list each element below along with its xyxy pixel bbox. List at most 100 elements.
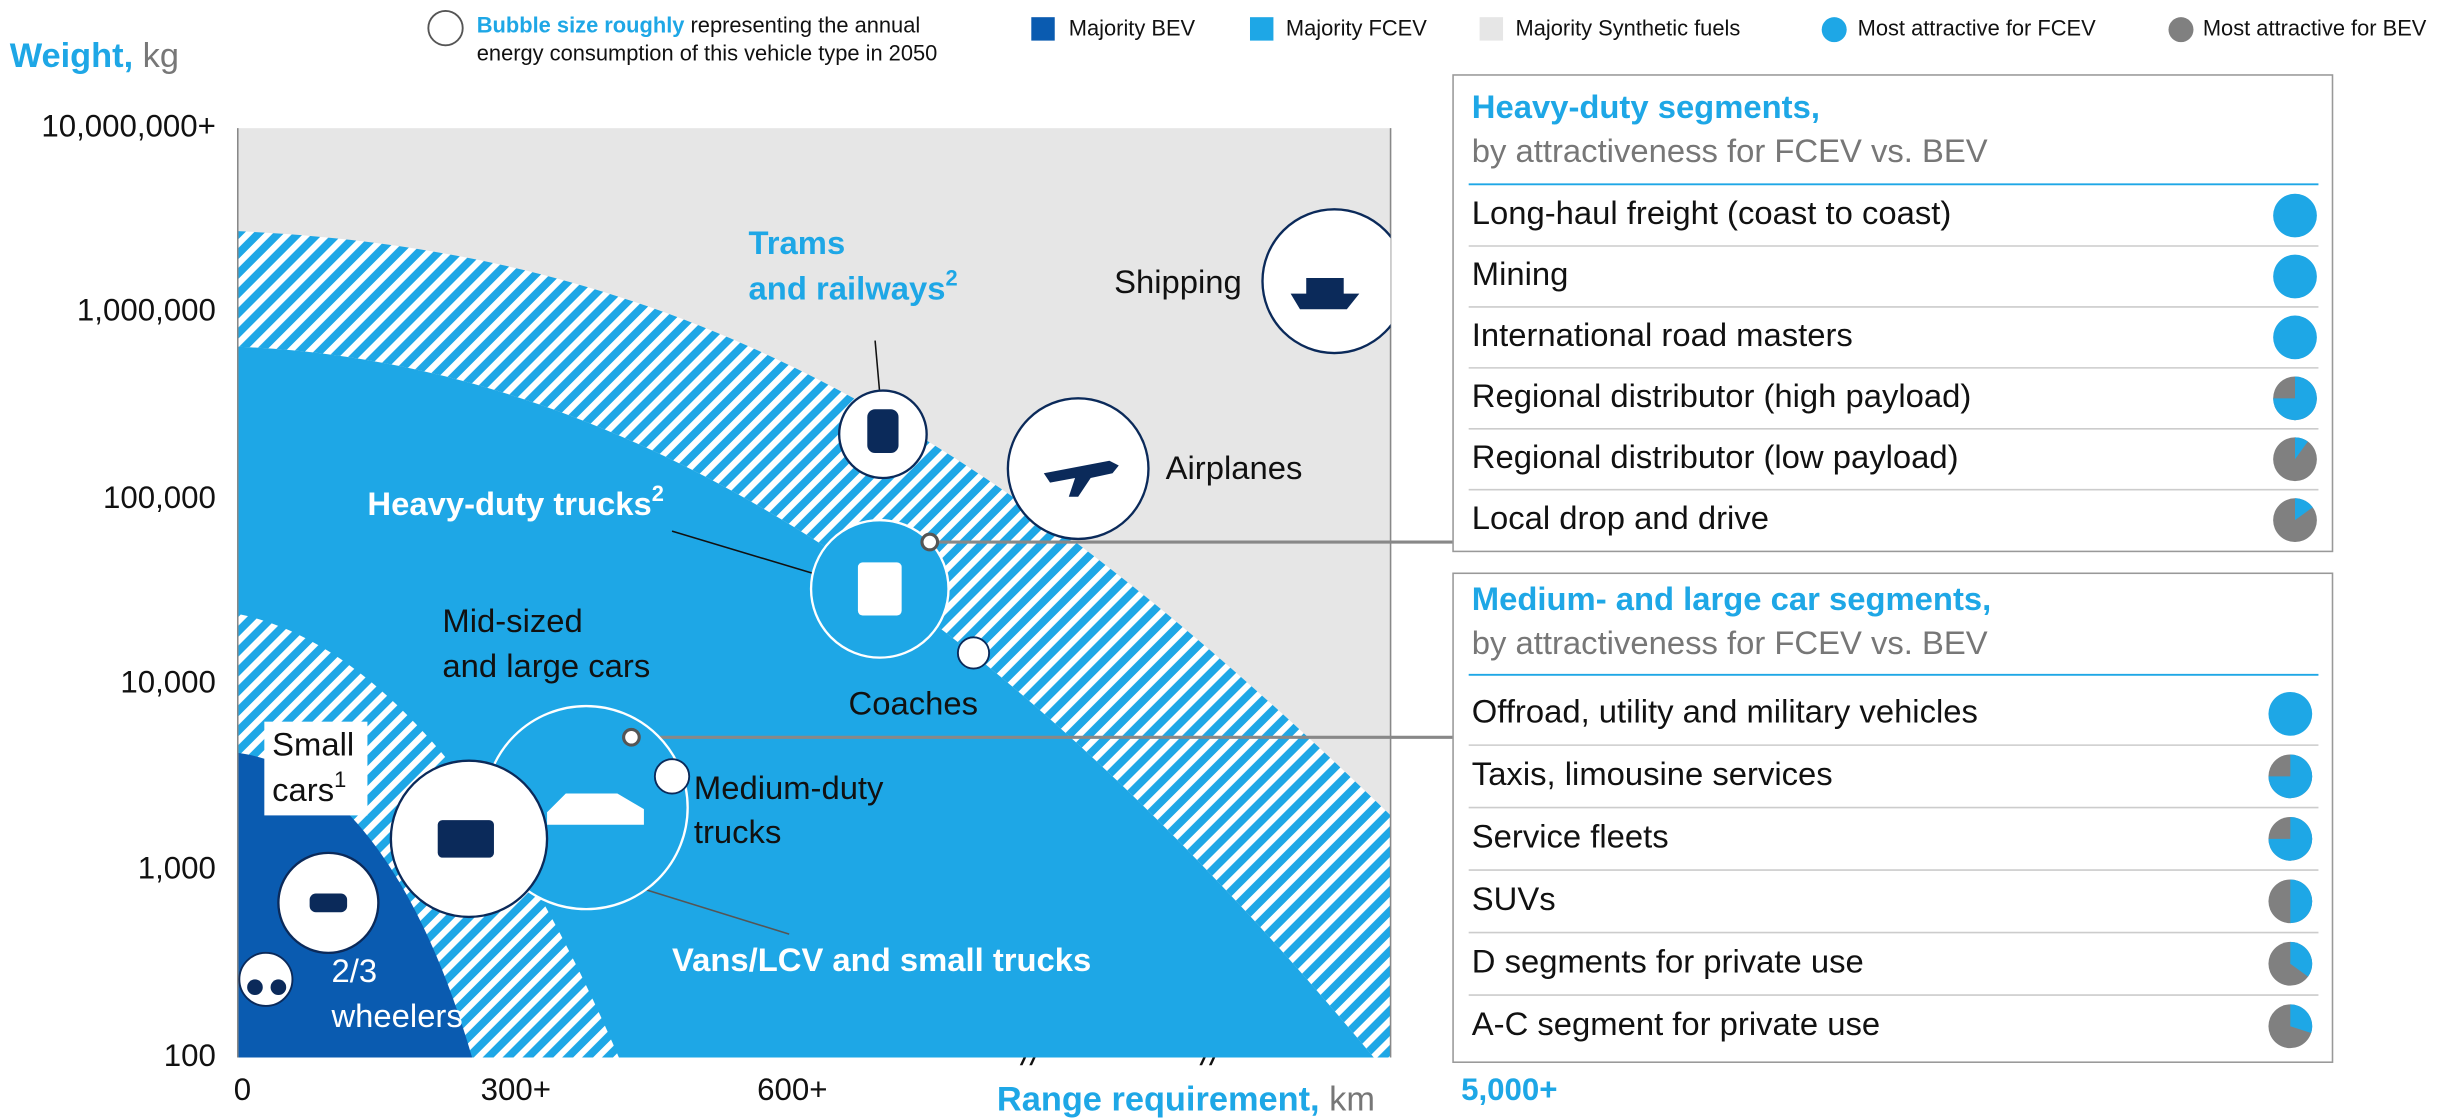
pie-fcev (2273, 193, 2317, 238)
icon-bike (270, 979, 287, 996)
x-tick-label: 300+ (481, 1072, 551, 1107)
panel-title: Heavy-duty segments, (1472, 88, 1820, 125)
leader-line (874, 340, 881, 394)
footnote-mark: 2 (652, 481, 664, 506)
legend-note-highlight: Bubble size roughly (477, 12, 686, 37)
y-tick-label: 1,000,000 (77, 293, 216, 328)
legend-note-line2: energy consumption of this vehicle type … (477, 40, 938, 65)
legend-label: Majority FCEV (1286, 15, 1427, 40)
panel-box (1452, 572, 2334, 1063)
bubble-label-text: and railways (749, 269, 946, 306)
x-axis-title: Range requirement, km (997, 1080, 1375, 1118)
pie-fcev (2290, 941, 2313, 977)
row-label: Regional distributor (low payload) (1472, 438, 1959, 475)
bubble-label-text: cars (272, 771, 334, 808)
bubble-label: Small (272, 725, 354, 762)
bubble-label: and railways2 (749, 265, 958, 306)
pie-fcev (2290, 1004, 2313, 1034)
pie-fcev (2295, 437, 2308, 460)
legend-swatch (1031, 17, 1055, 41)
icon-plane (1043, 460, 1119, 497)
bubble-label: Medium-duty (694, 769, 884, 806)
y-tick-label: 10,000,000+ (41, 108, 216, 143)
legend-label: Majority BEV (1069, 15, 1196, 40)
x-axis-label: Range requirement, (997, 1080, 1320, 1118)
icon-bike (247, 979, 263, 996)
row-label: A-C segment for private use (1472, 1005, 1880, 1042)
bubble-medium-duty (653, 758, 691, 795)
row-label: Long-haul freight (coast to coast) (1472, 194, 1951, 231)
legend-note-rest: representing the annual (691, 12, 921, 37)
y-axis-title: Weight, kg (10, 37, 179, 75)
legend-swatch (1479, 17, 1504, 41)
row-label: SUVs (1472, 880, 1556, 917)
panel-box (1452, 74, 2334, 553)
bubble-label: wheelers (330, 997, 462, 1034)
legend-label: Most attractive for BEV (2203, 15, 2427, 40)
icon-car (547, 793, 644, 825)
pie-fcev (2268, 754, 2313, 799)
icon-tram (867, 409, 899, 453)
bubble-label: Shipping (1114, 263, 1242, 300)
legend-bubble (427, 9, 464, 47)
x-tick-label: 5,000+ (1461, 1072, 1557, 1107)
bubble-label: cars1 (272, 767, 346, 808)
row-label: Mining (1472, 255, 1569, 292)
connector-dot (920, 532, 940, 552)
row-label: Taxis, limousine services (1472, 755, 1833, 792)
legend-label: Most attractive for FCEV (1858, 15, 2097, 40)
panel-subtitle: by attractiveness for FCEV vs. BEV (1472, 132, 1988, 169)
row-label: D segments for private use (1472, 942, 1864, 979)
panel-subtitle: by attractiveness for FCEV vs. BEV (1472, 624, 1988, 661)
row-label: International road masters (1472, 316, 1853, 353)
pie-fcev (2290, 879, 2313, 924)
pie-fcev (2273, 254, 2317, 299)
x-axis-unit: km (1329, 1080, 1375, 1118)
y-tick-label: 100 (164, 1038, 216, 1073)
legend-swatch (1249, 17, 1274, 41)
x-tick-label: 600+ (757, 1072, 827, 1107)
label-background (264, 721, 368, 816)
x-tick-label: 0 (234, 1072, 251, 1107)
icon-ship (1290, 278, 1360, 310)
y-tick-label: 10,000 (120, 664, 216, 699)
bubble-label: Trams (749, 224, 846, 261)
footnote-mark: 2 (945, 265, 957, 290)
icon-small-car (309, 893, 348, 913)
panels: Heavy-duty segments, by attractiveness fo… (1452, 74, 2334, 1063)
pie-fcev (2268, 816, 2313, 861)
bubble-wheelers (238, 951, 294, 1007)
bubble-label: 2/3 (331, 952, 377, 989)
pie-fcev (2273, 376, 2317, 421)
leader-line (671, 530, 813, 575)
bubble-label-text: Heavy-duty trucks (367, 485, 651, 522)
y-tick-label: 100,000 (103, 480, 216, 515)
legend-note: Bubble size roughly representing the ann… (477, 12, 920, 37)
bubble-label: and large cars (442, 647, 650, 684)
region-transition (237, 231, 1391, 1058)
y-axis-unit: kg (143, 37, 179, 75)
bubble-label: Coaches (849, 685, 978, 722)
legend: Bubble size roughly representing the ann… (427, 9, 2427, 65)
bubbles (1261, 208, 1391, 355)
row-label: Service fleets (1472, 818, 1669, 855)
pie-fcev (2268, 691, 2313, 736)
bubble-label: Heavy-duty trucks2 (367, 481, 664, 522)
bubble-label: Airplanes (1166, 449, 1303, 486)
row-label: Local drop and drive (1472, 499, 1769, 536)
connector-dot (622, 727, 641, 747)
panel-title: Medium- and large car segments, (1472, 580, 1991, 617)
icon-truck (857, 562, 902, 616)
icon-van (437, 820, 494, 858)
y-tick-label: 1,000 (138, 850, 216, 885)
row-label: Offroad, utility and military vehicles (1472, 693, 1978, 730)
footnote-mark: 1 (334, 767, 346, 792)
bubble-coaches (956, 636, 991, 670)
pie-fcev (2273, 315, 2317, 360)
bubble-label: Vans/LCV and small trucks (672, 941, 1091, 978)
legend-dot (2168, 17, 2194, 43)
bubble-label: trucks (694, 813, 781, 850)
legend-dot (1821, 17, 1847, 43)
